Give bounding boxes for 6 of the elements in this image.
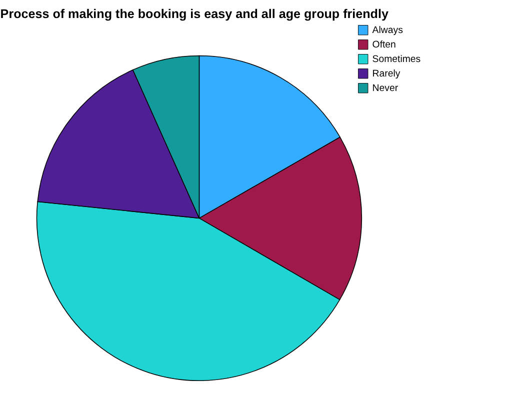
legend-label: Often bbox=[372, 40, 396, 51]
chart-title: Process of making the booking is easy and all age group friendly bbox=[0, 7, 388, 22]
legend-label: Always bbox=[372, 25, 404, 36]
legend-label: Sometimes bbox=[372, 54, 421, 66]
legend-label: Never bbox=[372, 83, 399, 94]
legend-label: Rarely bbox=[372, 68, 400, 80]
